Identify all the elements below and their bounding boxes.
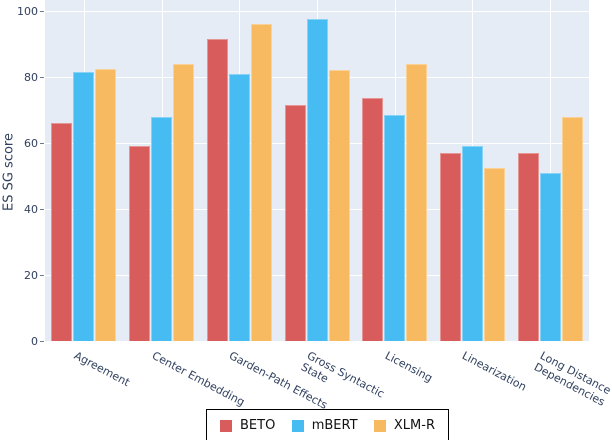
y-tick-label: 40	[24, 203, 38, 216]
y-tick-label: 100	[17, 5, 38, 18]
bar-mbert-center-embedding	[151, 116, 173, 341]
bar-xlm-r-garden-path-effects	[250, 24, 272, 341]
legend-label: XLM-R	[393, 418, 435, 433]
legend: BETO mBERT XLM-R	[206, 409, 449, 440]
bar-beto-agreement	[51, 123, 73, 341]
v-gridline	[550, 0, 552, 341]
bar-beto-linearization	[439, 152, 461, 341]
bar-beto-long-distance-dependencies	[517, 152, 539, 341]
bar-xlm-r-agreement	[95, 68, 117, 341]
bar-mbert-gross-syntactic-state	[306, 19, 328, 341]
x-tick-label-line: Licensing	[382, 349, 435, 385]
y-tick-mark	[40, 143, 44, 144]
legend-swatch-icon	[291, 419, 304, 432]
bar-xlm-r-long-distance-dependencies	[561, 116, 583, 341]
y-tick-label: 60	[24, 137, 38, 150]
bar-mbert-licensing	[384, 114, 406, 341]
bar-beto-gross-syntactic-state	[284, 105, 306, 341]
y-tick-mark	[40, 209, 44, 210]
y-tick-mark	[40, 341, 44, 342]
legend-label: mBERT	[311, 418, 358, 433]
bar-beto-garden-path-effects	[206, 39, 228, 341]
x-tick-label: Licensing	[383, 349, 435, 385]
y-tick-label: 20	[24, 269, 38, 282]
legend-item-mbert: mBERT	[291, 418, 358, 433]
bar-mbert-linearization	[461, 146, 483, 341]
bar-xlm-r-center-embedding	[173, 63, 195, 341]
bar-xlm-r-licensing	[406, 63, 428, 341]
x-tick-label-line: Agreement	[71, 349, 132, 390]
legend-label: BETO	[240, 418, 276, 433]
x-tick-label: Agreement	[72, 349, 132, 389]
legend-item-xlm-r: XLM-R	[373, 418, 435, 433]
legend-swatch-icon	[373, 419, 386, 432]
bar-mbert-long-distance-dependencies	[539, 172, 561, 341]
x-tick-label-line: Linearization	[460, 349, 529, 394]
y-tick-label: 80	[24, 71, 38, 84]
y-tick-mark	[40, 11, 44, 12]
y-tick-mark	[40, 77, 44, 78]
bar-mbert-garden-path-effects	[228, 73, 250, 341]
x-tick-label: Linearization	[460, 349, 529, 394]
y-tick-mark	[40, 275, 44, 276]
y-tick-label: 0	[31, 335, 38, 348]
bar-xlm-r-gross-syntactic-state	[328, 70, 350, 341]
legend-swatch-icon	[220, 419, 232, 432]
x-tick-label: Long Distance Dependencies	[532, 349, 612, 409]
legend-item-beto: BETO	[220, 418, 275, 433]
bar-beto-licensing	[362, 98, 384, 341]
bar-xlm-r-linearization	[483, 167, 505, 341]
bar-beto-center-embedding	[129, 146, 151, 341]
bar-mbert-agreement	[73, 72, 95, 341]
